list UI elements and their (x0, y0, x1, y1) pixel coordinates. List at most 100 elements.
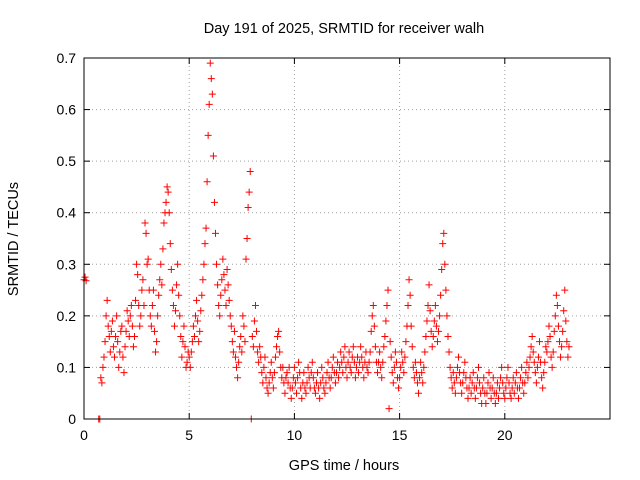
data-point (387, 353, 395, 361)
data-point (438, 265, 446, 273)
data-point (487, 394, 495, 402)
data-point (382, 317, 390, 325)
data-point (329, 353, 337, 361)
data-point (552, 291, 560, 299)
data-point (376, 348, 384, 356)
data-point (219, 255, 227, 263)
data-point (338, 358, 346, 366)
data-point (221, 286, 229, 294)
data-point (347, 369, 355, 377)
data-point (287, 394, 295, 402)
data-point (271, 353, 279, 361)
data-point (480, 374, 488, 382)
data-point (303, 379, 311, 387)
data-point (415, 389, 423, 397)
data-point (439, 240, 447, 248)
data-point (433, 338, 441, 346)
data-point (452, 374, 460, 382)
data-point (293, 389, 301, 397)
data-point (112, 332, 120, 340)
data-point (153, 338, 161, 346)
data-point (124, 317, 132, 325)
data-point (228, 338, 236, 346)
data-point (485, 369, 493, 377)
x-tick-label: 5 (185, 427, 193, 443)
x-tick-label: 10 (287, 427, 303, 443)
data-point (189, 322, 197, 330)
data-point (475, 363, 482, 371)
data-point (239, 312, 247, 320)
data-point (436, 312, 444, 320)
data-point (160, 219, 168, 227)
data-point (162, 198, 170, 206)
data-point (204, 131, 212, 139)
data-point (316, 394, 324, 402)
data-point (273, 343, 281, 351)
data-point (237, 332, 245, 340)
y-tick-labels: 0 0.1 0.2 0.3 0.4 0.5 0.6 0.7 (57, 50, 77, 427)
data-point (390, 363, 398, 371)
data-point (482, 400, 490, 408)
data-point (548, 363, 556, 371)
data-point (150, 327, 158, 335)
data-point (200, 260, 208, 268)
data-point (256, 343, 264, 351)
data-point (220, 271, 228, 279)
data-point (170, 322, 178, 330)
data-point (282, 374, 290, 382)
data-point (265, 379, 273, 387)
x-tick-label: 20 (497, 427, 513, 443)
data-point (511, 379, 519, 387)
data-point (267, 358, 275, 366)
data-point (126, 312, 134, 320)
data-point (332, 369, 340, 377)
data-point (381, 332, 389, 340)
data-point (545, 322, 553, 330)
data-point (497, 374, 505, 382)
data-point (328, 363, 336, 371)
data-point (311, 389, 319, 397)
data-point (529, 348, 537, 356)
data-point (429, 332, 437, 340)
data-point (218, 276, 226, 284)
data-point (320, 384, 328, 392)
y-tick-label: 0.3 (57, 256, 77, 272)
data-point (198, 291, 206, 299)
data-point (351, 374, 359, 382)
y-tick-label: 0.7 (57, 50, 77, 66)
data-point (276, 348, 284, 356)
data-point (234, 374, 242, 382)
data-point (358, 353, 366, 361)
data-point (491, 400, 499, 408)
data-point (417, 358, 425, 366)
data-point (137, 312, 145, 320)
data-point (369, 302, 377, 310)
data-point (442, 286, 450, 294)
data-point (492, 389, 500, 397)
data-point (341, 343, 349, 351)
data-point (188, 338, 196, 346)
data-point (562, 317, 570, 325)
data-point (532, 379, 540, 387)
data-point (363, 363, 371, 371)
data-point (107, 327, 115, 335)
y-tick-label: 0 (68, 411, 76, 427)
data-point (314, 369, 322, 377)
data-point (440, 229, 448, 237)
data-point (451, 389, 459, 397)
data-point (269, 384, 277, 392)
data-point (384, 286, 392, 294)
data-point (324, 358, 332, 366)
data-point (167, 265, 175, 273)
data-point (168, 286, 176, 294)
data-point (464, 394, 472, 402)
data-point (109, 343, 117, 351)
data-point (345, 348, 353, 356)
data-point (496, 384, 504, 392)
data-point (427, 327, 435, 335)
data-point (430, 317, 438, 325)
data-point (339, 369, 347, 377)
data-point (391, 348, 399, 356)
data-point (379, 358, 387, 366)
data-point (472, 384, 480, 392)
